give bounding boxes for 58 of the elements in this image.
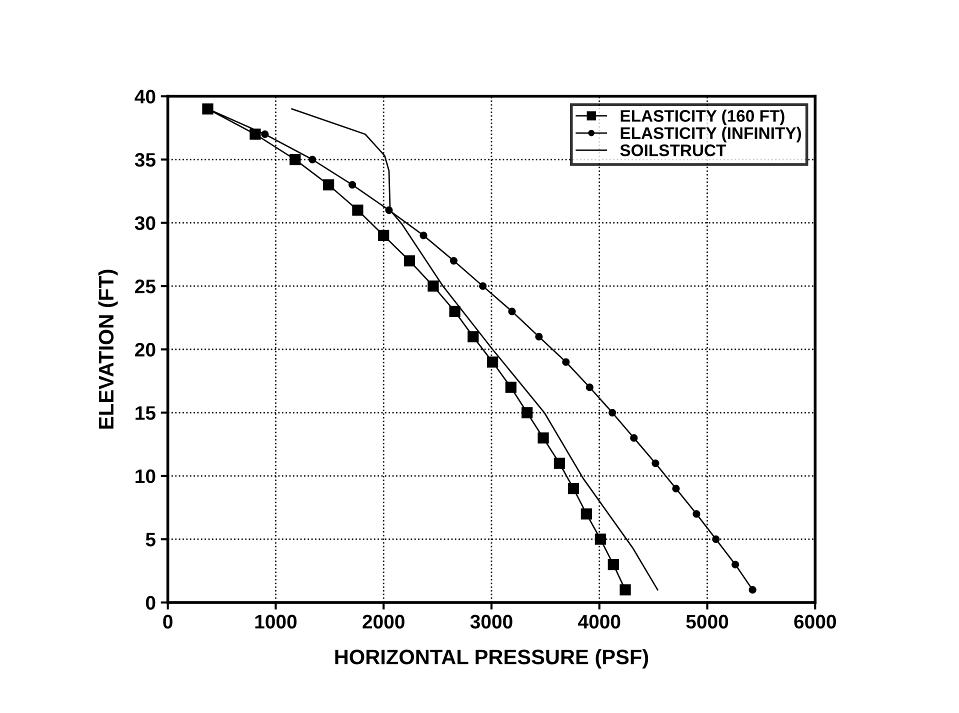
y-tick-label: 15 (136, 406, 156, 420)
point (348, 181, 356, 189)
point (522, 407, 533, 418)
point (508, 308, 516, 316)
legend-label: ELASTICITY (INFINITY) (620, 126, 801, 142)
legend-label: ELASTICITY (160 FT) (620, 110, 784, 126)
point (620, 584, 631, 596)
point (535, 332, 543, 341)
point (554, 458, 566, 469)
point (748, 586, 756, 594)
point (428, 280, 439, 292)
point (323, 179, 334, 190)
point (250, 128, 261, 140)
point (594, 534, 606, 545)
point (505, 382, 516, 393)
point (449, 306, 460, 317)
x-tick-label: 3000 (470, 614, 512, 629)
point (580, 508, 592, 520)
x-tick-label: 1000 (255, 614, 297, 629)
point (608, 558, 619, 570)
x-tick-label: 5000 (686, 614, 728, 629)
y-tick-label: 5 (146, 532, 156, 546)
point (562, 358, 570, 366)
point (290, 154, 301, 166)
point (608, 408, 616, 416)
y-tick-label: 40 (134, 90, 156, 104)
point (568, 483, 580, 494)
point (538, 432, 549, 444)
x-tick-label: 4000 (578, 614, 620, 629)
y-tick-label: 10 (136, 469, 156, 484)
point (652, 459, 660, 468)
x-tick-label: 0 (163, 614, 172, 629)
point (479, 282, 487, 290)
point (487, 356, 498, 368)
point (378, 230, 390, 242)
point (468, 331, 479, 342)
point (586, 384, 594, 392)
y-tick-label: 0 (146, 596, 156, 610)
x-axis-title: HORIZONTAL PRESSURE (PSF) (335, 649, 648, 669)
point (712, 535, 720, 544)
x-tick-label: 2000 (362, 614, 404, 629)
y-tick-label: 35 (134, 153, 156, 167)
x-tick-label: 6000 (794, 614, 836, 629)
y-tick-label: 25 (135, 280, 156, 294)
y-axis-title: ELEVATION (FT) (98, 270, 118, 429)
y-tick-label: 20 (135, 342, 156, 357)
point (672, 484, 680, 492)
legend-label: SOILSTRUCT (620, 144, 726, 156)
point (352, 204, 364, 216)
point (420, 232, 428, 240)
point (630, 434, 638, 442)
point (692, 510, 700, 518)
point (261, 130, 269, 138)
point (450, 256, 458, 265)
point (731, 560, 740, 568)
y-tick-label: 30 (134, 216, 156, 230)
point (404, 255, 416, 266)
point (308, 156, 316, 164)
